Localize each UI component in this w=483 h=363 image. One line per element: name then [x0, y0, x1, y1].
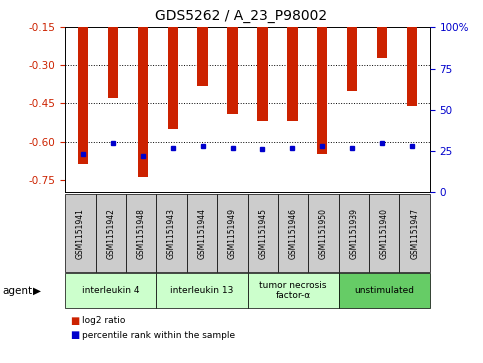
Bar — [198, 0, 208, 86]
Text: ■: ■ — [70, 330, 79, 340]
Text: GDS5262 / A_23_P98002: GDS5262 / A_23_P98002 — [156, 9, 327, 23]
Text: GSM1151944: GSM1151944 — [198, 208, 206, 259]
Bar — [407, 0, 417, 106]
Bar — [108, 0, 118, 98]
Text: interleukin 13: interleukin 13 — [170, 286, 234, 295]
Bar — [377, 0, 387, 58]
Text: GSM1151945: GSM1151945 — [258, 208, 267, 259]
Text: GSM1151941: GSM1151941 — [76, 208, 85, 259]
Text: GSM1151949: GSM1151949 — [228, 208, 237, 259]
Bar — [257, 0, 268, 121]
Bar — [227, 0, 238, 114]
Text: GSM1151939: GSM1151939 — [349, 208, 358, 259]
Bar — [317, 0, 327, 154]
Text: ■: ■ — [70, 315, 79, 326]
Text: log2 ratio: log2 ratio — [82, 316, 126, 325]
Text: unstimulated: unstimulated — [355, 286, 414, 295]
Text: GSM1151942: GSM1151942 — [106, 208, 115, 259]
Text: interleukin 4: interleukin 4 — [82, 286, 140, 295]
Bar — [287, 0, 298, 121]
Text: GSM1151943: GSM1151943 — [167, 208, 176, 259]
Text: percentile rank within the sample: percentile rank within the sample — [82, 331, 235, 339]
Text: GSM1151950: GSM1151950 — [319, 208, 328, 259]
Bar — [138, 0, 148, 177]
Bar — [78, 0, 88, 164]
Text: agent: agent — [2, 286, 32, 295]
Text: GSM1151947: GSM1151947 — [410, 208, 419, 259]
Text: ▶: ▶ — [33, 286, 41, 295]
Text: GSM1151940: GSM1151940 — [380, 208, 389, 259]
Text: GSM1151948: GSM1151948 — [137, 208, 146, 259]
Bar — [168, 0, 178, 129]
Text: GSM1151946: GSM1151946 — [289, 208, 298, 259]
Text: tumor necrosis
factor-α: tumor necrosis factor-α — [259, 281, 327, 300]
Bar — [347, 0, 357, 91]
